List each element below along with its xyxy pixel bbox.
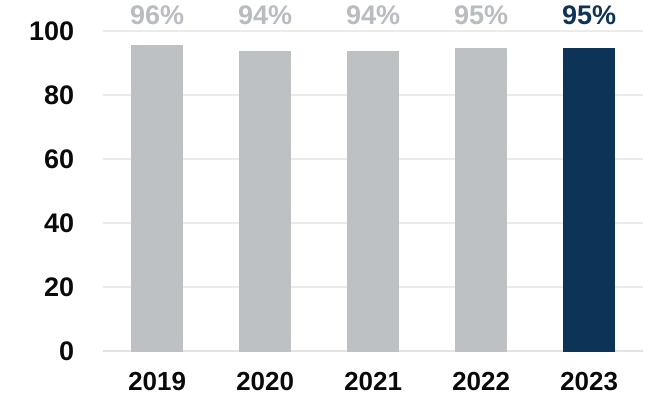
- bar-column-2021: [319, 32, 427, 352]
- x-tick-label-2023: 2023: [560, 366, 618, 396]
- gridline-100: [103, 30, 643, 32]
- bar-column-2023: [535, 32, 643, 352]
- value-label-2021: 94%: [345, 0, 401, 30]
- y-tick-label-100: 100: [28, 16, 74, 46]
- plot-area: [103, 30, 643, 352]
- value-label-2019: 96%: [129, 0, 185, 30]
- bar-2019: [131, 44, 183, 352]
- value-label-2023: 95%: [561, 0, 617, 30]
- bar-2023: [563, 48, 615, 352]
- x-tick-label-2019: 2019: [128, 366, 186, 396]
- y-tick-label-80: 80: [43, 80, 74, 110]
- y-tick-label-0: 0: [58, 336, 74, 366]
- bar-column-2019: [103, 32, 211, 352]
- y-tick-label-40: 40: [43, 208, 74, 238]
- bar-2022: [455, 48, 507, 352]
- y-tick-label-20: 20: [43, 272, 74, 302]
- value-label-2020: 94%: [237, 0, 293, 30]
- x-tick-label-2022: 2022: [452, 366, 510, 396]
- bar-2020: [239, 51, 291, 352]
- bar-2021: [347, 51, 399, 352]
- x-tick-label-2020: 2020: [236, 366, 294, 396]
- bar-column-2022: [427, 32, 535, 352]
- bar-column-2020: [211, 32, 319, 352]
- value-label-2022: 95%: [453, 0, 509, 30]
- y-tick-label-60: 60: [43, 144, 74, 174]
- x-tick-label-2021: 2021: [344, 366, 402, 396]
